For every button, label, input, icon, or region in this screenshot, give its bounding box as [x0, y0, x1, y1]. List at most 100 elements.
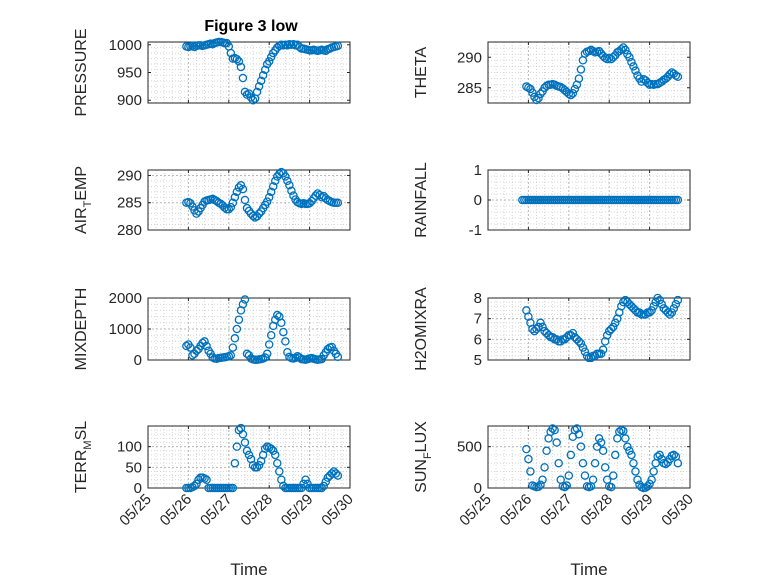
- data-point: [629, 62, 638, 71]
- data-point: [317, 483, 326, 493]
- data-point: [655, 450, 664, 460]
- data-point: [234, 315, 244, 324]
- data-point: [538, 322, 547, 332]
- y-tick-label: 290: [457, 49, 482, 66]
- subplot-air-temp: 280 285 290 AIRTEMP: [73, 166, 351, 239]
- data-point: [228, 198, 238, 207]
- series-markers: [182, 167, 343, 222]
- axes-box: [487, 425, 691, 489]
- y-tick-label: 950: [117, 65, 142, 82]
- data-point: [333, 471, 343, 480]
- data-point: [190, 481, 199, 491]
- data-point: [230, 458, 240, 468]
- data-point: [268, 182, 278, 191]
- data-point: [663, 308, 673, 317]
- data-point: [532, 95, 541, 105]
- data-point: [536, 318, 545, 328]
- data-point: [275, 467, 284, 476]
- data-point: [600, 53, 610, 63]
- data-point: [600, 463, 610, 472]
- data-point: [631, 306, 640, 315]
- y-axis-label: AIRTEMP: [73, 166, 94, 234]
- data-point: [673, 72, 683, 82]
- data-point: [232, 324, 242, 334]
- data-point: [580, 471, 590, 480]
- data-point: [566, 330, 576, 340]
- data-point: [240, 195, 250, 205]
- subplot-mixdepth: 0 1000 2000 MIXDEPTH: [73, 288, 351, 370]
- y-tick-label: 0: [134, 480, 142, 497]
- data-point: [657, 299, 666, 309]
- data-point: [228, 343, 238, 352]
- data-point: [550, 425, 559, 435]
- subplot-rainfall: -1 0 1 RAINFALL: [413, 162, 691, 239]
- data-point: [287, 186, 296, 195]
- data-point: [273, 310, 282, 320]
- data-point: [596, 438, 606, 447]
- data-point: [552, 335, 561, 344]
- data-point: [548, 424, 557, 433]
- data-point: [522, 444, 531, 454]
- data-point: [262, 349, 272, 359]
- data-point: [240, 295, 250, 304]
- data-point: [578, 343, 588, 352]
- data-point: [560, 482, 570, 492]
- data-point: [232, 54, 242, 64]
- data-point: [542, 446, 551, 456]
- data-point: [568, 88, 578, 98]
- data-point: [534, 93, 543, 103]
- data-point: [238, 430, 248, 439]
- data-point: [285, 352, 294, 362]
- data-point: [285, 181, 294, 190]
- axes-box: [487, 297, 691, 361]
- data-point: [331, 469, 341, 478]
- data-point: [673, 295, 683, 305]
- data-point: [568, 328, 578, 338]
- y-tick-label: 290: [117, 167, 142, 184]
- data-point: [268, 446, 278, 456]
- data-point: [671, 71, 681, 80]
- data-point: [641, 310, 650, 319]
- subplot-pressure: 900 950 1000 PRESSURE: [73, 28, 351, 117]
- data-point: [643, 482, 652, 491]
- y-axis-label: H2OMIXRA: [413, 287, 430, 371]
- data-point: [580, 347, 590, 356]
- data-point: [266, 444, 276, 453]
- axes-background: [148, 426, 350, 488]
- data-point: [321, 477, 331, 487]
- x-axis-label: Time: [570, 560, 607, 579]
- y-tick-label: 0: [474, 192, 482, 209]
- data-point: [264, 193, 274, 202]
- y-tick-label: 100: [117, 439, 142, 456]
- data-point: [240, 438, 250, 447]
- data-point: [643, 78, 652, 88]
- data-point: [621, 434, 630, 443]
- data-point: [669, 304, 679, 313]
- data-point: [283, 347, 292, 357]
- data-point: [562, 481, 572, 490]
- data-point: [623, 442, 632, 451]
- data-point: [566, 90, 576, 100]
- data-point: [260, 444, 270, 453]
- data-point: [202, 475, 211, 484]
- data-point: [576, 442, 586, 451]
- y-tick-label: 5: [474, 352, 482, 369]
- series-markers: [182, 423, 343, 493]
- data-point: [234, 183, 244, 192]
- data-point: [264, 340, 274, 349]
- data-point: [277, 318, 286, 328]
- data-point: [645, 479, 654, 489]
- data-point: [665, 70, 675, 79]
- data-point: [602, 54, 612, 64]
- data-point: [534, 482, 543, 492]
- y-tick-label: 8: [474, 290, 482, 307]
- data-point: [673, 195, 683, 205]
- y-tick-label: 280: [117, 222, 142, 239]
- data-point: [182, 341, 191, 351]
- data-point: [540, 463, 549, 472]
- data-point: [536, 480, 545, 489]
- data-point: [281, 337, 290, 346]
- data-point: [319, 481, 328, 491]
- data-point: [596, 349, 606, 359]
